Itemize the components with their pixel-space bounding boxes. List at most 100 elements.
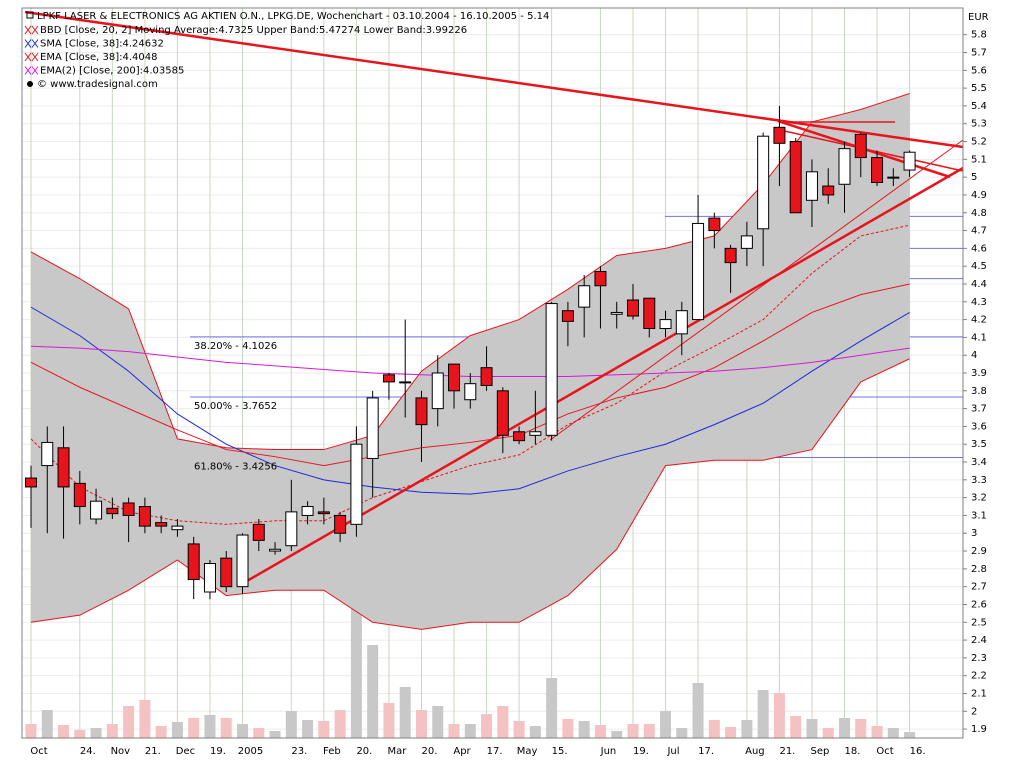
candle-body <box>903 151 916 171</box>
volume-bar <box>285 711 297 738</box>
legend-icon <box>24 25 39 35</box>
candle-body <box>203 563 216 593</box>
x-tick-label: Sep <box>811 746 830 757</box>
x-tick-label: Apr <box>453 746 471 757</box>
band-lower <box>30 358 910 630</box>
volume-bar <box>578 721 590 738</box>
candle-body <box>448 363 461 392</box>
volume-bar <box>123 706 135 738</box>
x-tick-label: 15. <box>552 746 568 757</box>
candle-body <box>789 141 802 214</box>
candle-body <box>887 176 900 179</box>
volume-bar <box>562 719 574 738</box>
volume-bar <box>383 703 395 738</box>
x-tick-label: Jun <box>600 746 617 757</box>
volume-bar <box>594 725 606 738</box>
volume-bar <box>188 718 200 738</box>
legend-icon-mark <box>24 25 39 35</box>
y-tick-label: 3.1 <box>971 510 987 521</box>
y-tick-label: 3.2 <box>971 493 987 504</box>
copyright-icon <box>27 81 33 87</box>
candle-body <box>610 311 623 315</box>
y-tick-label: 3.4 <box>971 457 987 468</box>
legend-entry: EMA(2) [Close, 200]:4.03585 <box>40 66 184 77</box>
candle-body <box>871 157 884 183</box>
candle-body <box>382 374 395 383</box>
y-tick-label: 4.1 <box>971 332 987 343</box>
y-tick-label: 3.6 <box>971 421 987 432</box>
x-tick-label: 21. <box>145 746 161 757</box>
candle-body <box>480 367 493 386</box>
candle-body <box>220 557 233 588</box>
candle-body <box>138 506 151 527</box>
candle-body <box>90 500 103 520</box>
candle-body <box>854 133 867 159</box>
candle-body <box>317 511 330 515</box>
trendline <box>24 10 964 149</box>
chart-title: LPKF LASER & ELECTRONICS AG AKTIEN O.N.,… <box>37 11 549 22</box>
candle-body <box>41 441 54 467</box>
candle-body <box>708 217 721 232</box>
candle-body <box>838 148 851 185</box>
volume-bar <box>106 724 118 738</box>
candle-body <box>757 135 770 230</box>
x-tick-label: 21. <box>779 746 795 757</box>
volume-bar <box>139 700 151 738</box>
volume-bar <box>269 731 281 738</box>
candle-body <box>545 303 558 436</box>
volume-bar <box>90 728 102 738</box>
candle-body <box>334 514 347 534</box>
volume-bar <box>660 711 672 738</box>
y-tick-label: 2.7 <box>971 582 987 593</box>
candle-body <box>57 447 70 488</box>
candle-body <box>724 247 737 264</box>
legend-entry: EMA [Close, 38]:4.4048 <box>40 52 157 63</box>
candle-body <box>301 506 314 516</box>
volume-bar <box>237 724 249 738</box>
volume-bar <box>773 693 785 738</box>
y-tick-label: 4.6 <box>971 243 987 254</box>
candle-body <box>675 310 688 335</box>
volume-bar <box>708 720 720 738</box>
y-tick-label: 2.8 <box>971 564 987 575</box>
y-tick-label: 3.8 <box>971 386 987 397</box>
candle-body <box>464 383 477 401</box>
trendline <box>549 139 964 441</box>
legend-icon-mark <box>24 66 39 75</box>
volume-bar <box>790 716 802 738</box>
candle-body <box>692 222 705 321</box>
candle-body <box>415 397 428 426</box>
x-tick-label: 18. <box>845 746 861 757</box>
volume-bar <box>171 722 183 738</box>
x-tick-label: 19. <box>633 746 649 757</box>
y-tick-label: 5.8 <box>971 30 987 41</box>
indicator-line <box>30 283 910 467</box>
volume-bar <box>481 714 493 738</box>
volume-bar <box>643 724 655 738</box>
indicator-line <box>30 306 910 495</box>
y-tick-label: 3.3 <box>971 475 987 486</box>
copyright: © www.tradesignal.com <box>37 79 158 90</box>
candle-body <box>171 525 184 531</box>
volume-bar <box>855 719 867 738</box>
volume-bar <box>529 726 541 738</box>
candle-body <box>659 319 672 329</box>
volume-bar <box>350 593 362 738</box>
y-tick-label: 2.3 <box>971 653 987 664</box>
volume-bar <box>611 731 623 738</box>
candle-body <box>496 390 509 436</box>
volume-bar <box>58 725 70 738</box>
y-tick-label: 5.5 <box>971 83 987 94</box>
y-tick-label: 2.1 <box>971 688 987 699</box>
candle-body <box>643 297 656 329</box>
volume-bar <box>871 726 883 738</box>
candle-body <box>805 171 818 201</box>
title-icon <box>26 11 34 19</box>
x-tick-label: Jul <box>666 746 679 757</box>
volume-bar <box>464 724 476 738</box>
volume-bar <box>725 727 737 738</box>
legend-icon <box>24 39 39 48</box>
y-tick-label: 2.4 <box>971 635 987 646</box>
x-tick-label: 19. <box>210 746 226 757</box>
volume-bar <box>399 687 411 738</box>
